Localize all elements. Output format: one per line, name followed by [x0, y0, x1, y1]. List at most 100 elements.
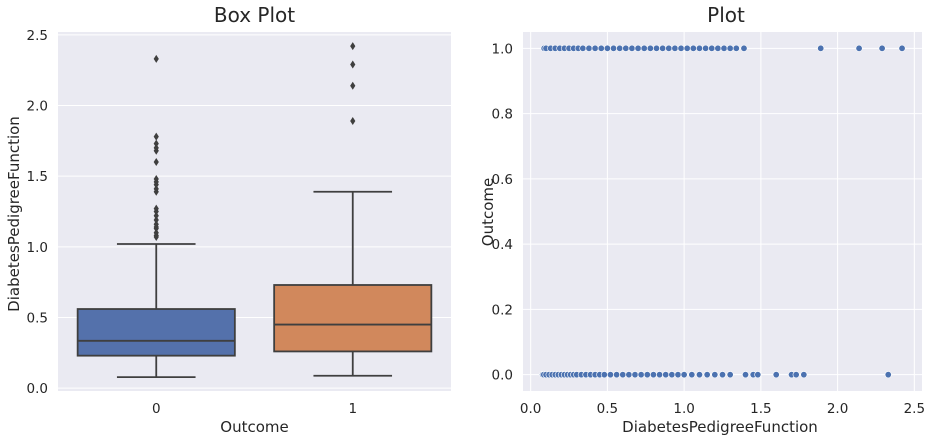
scatter-point	[754, 371, 762, 379]
scatter-plot-x-tick-label: 1.0	[673, 401, 694, 417]
scatter-point	[708, 44, 716, 52]
scatter-plot-y-tick-label: 0.8	[492, 107, 513, 123]
scatter-plot-x-tick-label: 2.0	[827, 401, 848, 417]
scatter-plot-area	[523, 32, 922, 391]
box-outlier	[153, 132, 159, 141]
scatter-point	[649, 371, 657, 379]
scatter-point	[800, 371, 808, 379]
scatter-plot-x-label: DiabetesPedigreeFunction	[622, 418, 818, 436]
box-plot-y-tick-label: 1.5	[27, 169, 48, 185]
scatter-point	[653, 44, 661, 52]
scatter-point	[817, 44, 825, 52]
scatter-point	[688, 371, 696, 379]
scatter-point	[855, 44, 863, 52]
scatter-point	[659, 44, 667, 52]
box-outlier	[153, 54, 159, 63]
scatter-point	[680, 371, 688, 379]
scatter-point	[628, 44, 636, 52]
scatter-point	[742, 371, 750, 379]
scatter-point	[634, 44, 642, 52]
scatter-point	[662, 371, 670, 379]
box-outlier	[153, 139, 159, 148]
scatter-plot-y-tick-label: 0.4	[492, 237, 513, 253]
box-outlier	[153, 220, 159, 229]
box-plot-chart: 0.0 0.5 1.0 1.5 2.0 2.5 0 1 Box Plot Outcome D…	[5, 3, 451, 436]
scatter-point	[668, 371, 676, 379]
scatter-point	[683, 44, 691, 52]
scatter-point	[732, 44, 740, 52]
scatter-point	[656, 371, 664, 379]
box-iqr	[76, 308, 236, 357]
scatter-point	[898, 44, 906, 52]
scatter-plot-y-tick-label: 1.0	[492, 41, 513, 57]
scatter-point	[625, 371, 633, 379]
box-outlier	[153, 174, 159, 183]
scatter-point	[740, 44, 748, 52]
box-plot-y-tick-label: 2.0	[27, 98, 48, 114]
box-outlier	[153, 184, 159, 193]
scatter-point	[702, 44, 710, 52]
scatter-plot-chart: 0.0 0.2 0.4 0.6 0.8 1.0 0.0 0.5 1.0 1.5 2.0 2.5 Pl…	[479, 3, 925, 436]
scatter-point	[677, 44, 685, 52]
scatter-point	[665, 44, 673, 52]
scatter-plot-y-tick-label: 0.2	[492, 302, 513, 318]
box-outlier	[350, 42, 356, 51]
scatter-point	[591, 44, 599, 52]
box-outlier	[153, 228, 159, 237]
box-outlier	[350, 60, 356, 69]
scatter-point	[600, 371, 608, 379]
scatter-plot-x-tick-label: 1.5	[750, 401, 771, 417]
scatter-plot-x-ticks: 0.0 0.5 1.0 1.5 2.0 2.5	[520, 401, 925, 417]
scatter-point	[597, 44, 605, 52]
scatter-point	[726, 371, 734, 379]
scatter-point	[606, 371, 614, 379]
box-plot-x-label: Outcome	[220, 418, 288, 436]
box-plot-y-tick-label: 0.0	[27, 381, 48, 397]
box-outlier	[350, 117, 356, 126]
scatter-point	[695, 371, 703, 379]
scatter-point	[714, 44, 722, 52]
box-plot-title: Box Plot	[214, 3, 295, 27]
scatter-plot-x-tick-label: 0.0	[520, 401, 541, 417]
box-plot-x-tick-label: 1	[348, 401, 357, 417]
scatter-point	[720, 44, 728, 52]
scatter-plot-title: Plot	[707, 3, 745, 27]
box-plot-x-tick-label: 0	[152, 401, 161, 417]
scatter-point	[579, 44, 587, 52]
scatter-point	[637, 371, 645, 379]
scatter-point	[884, 371, 892, 379]
scatter-plot-x-tick-label: 0.5	[597, 401, 618, 417]
scatter-point	[792, 371, 800, 379]
scatter-plot-gridlines	[523, 32, 922, 391]
box-plot-y-tick-label: 1.0	[27, 240, 48, 256]
scatter-point	[640, 44, 648, 52]
scatter-point	[671, 44, 679, 52]
scatter-plot-y-label: Outcome	[479, 178, 497, 246]
scatter-point	[646, 44, 654, 52]
scatter-point	[674, 371, 682, 379]
scatter-point	[703, 371, 711, 379]
scatter-plot-points	[539, 44, 906, 379]
box-plot-boxes	[76, 42, 433, 379]
scatter-point	[711, 371, 719, 379]
box-outlier	[153, 143, 159, 152]
scatter-point	[695, 44, 703, 52]
box-plot-y-tick-label: 2.5	[27, 28, 48, 44]
box-outlier	[153, 215, 159, 224]
scatter-point	[603, 44, 611, 52]
box-plot-y-label: DiabetesPedigreeFunction	[5, 116, 23, 312]
scatter-plot-y-tick-label: 0.6	[492, 172, 513, 188]
box-plot-y-tick-label: 0.5	[27, 311, 48, 327]
box-outlier	[153, 158, 159, 167]
scatter-point	[772, 371, 780, 379]
scatter-point	[622, 44, 630, 52]
box-iqr	[273, 284, 433, 353]
box-outlier	[153, 211, 159, 220]
scatter-plot-x-tick-label: 2.5	[904, 401, 925, 417]
box-outlier	[350, 81, 356, 90]
scatter-point	[610, 44, 618, 52]
scatter-point	[619, 371, 627, 379]
scatter-point	[585, 44, 593, 52]
box-plot-y-ticks: 0.0 0.5 1.0 1.5 2.0 2.5	[27, 28, 48, 397]
